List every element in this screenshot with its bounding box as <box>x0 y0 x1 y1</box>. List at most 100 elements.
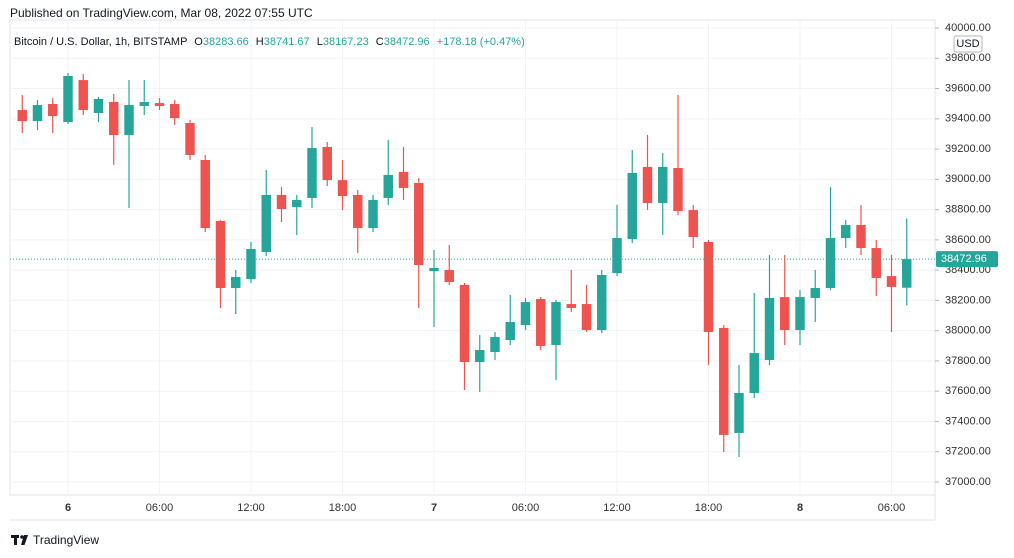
candle-body <box>444 269 454 282</box>
y-tick-label: 38800.00 <box>945 204 991 216</box>
legend: Bitcoin / U.S. Dollar, 1h, BITSTAMP O382… <box>14 36 525 48</box>
candle-body <box>78 80 88 111</box>
y-tick-label: 39600.00 <box>945 82 991 94</box>
last-price-label: 38472.96 <box>941 253 987 265</box>
candles <box>10 72 935 458</box>
candle-body <box>231 276 241 288</box>
y-tick-label: 40000.00 <box>945 22 991 34</box>
x-tick-label: 18:00 <box>695 502 723 514</box>
low-value: 38167.23 <box>323 36 369 48</box>
logo-slash <box>21 535 28 545</box>
x-tick-label: 12:00 <box>237 502 265 514</box>
candle-body <box>154 103 165 106</box>
candle-body <box>353 194 363 229</box>
candle-body <box>581 304 592 331</box>
candle-body <box>383 174 393 198</box>
high-label: H <box>256 36 264 48</box>
y-tick-label: 37200.00 <box>945 446 991 458</box>
candle-body <box>658 166 668 203</box>
x-tick-label: 06:00 <box>146 502 174 514</box>
y-tick-label: 39200.00 <box>945 143 991 155</box>
candle-body <box>886 276 897 287</box>
x-tick-label: 7 <box>431 502 437 514</box>
y-tick-label: 37800.00 <box>945 355 991 367</box>
y-tick-label: 38600.00 <box>945 234 991 246</box>
candle-body <box>520 302 531 326</box>
candle-body <box>856 225 866 249</box>
candle-body <box>795 297 805 331</box>
y-tick-label: 38200.00 <box>945 294 991 306</box>
candle-body <box>871 248 881 279</box>
candle-body <box>642 166 653 203</box>
candle-body <box>109 102 119 136</box>
candle-body <box>48 103 58 117</box>
candle-body <box>246 248 256 280</box>
currency: USD <box>956 38 979 50</box>
candle-body <box>337 180 348 196</box>
candle-body <box>627 172 637 239</box>
candle-body <box>841 225 851 239</box>
candle-body <box>215 220 226 288</box>
candle-body <box>719 327 729 435</box>
candle-body <box>673 167 683 211</box>
last-price-box <box>936 251 998 268</box>
candle-body <box>93 98 104 114</box>
candle-body <box>322 146 332 181</box>
candle-body <box>475 350 485 362</box>
candle-body <box>261 194 271 252</box>
candle-body <box>703 241 714 333</box>
x-tick-label: 6 <box>65 502 71 514</box>
candle-body <box>780 297 790 331</box>
x-tick-label: 12:00 <box>603 502 631 514</box>
candle-body <box>17 110 27 122</box>
candle-body <box>505 322 515 341</box>
candle-body <box>810 287 820 298</box>
published-note: Published on TradingView.com, Mar 08, 20… <box>10 6 313 20</box>
open-label: O <box>194 36 203 48</box>
brand: TradingView <box>33 533 99 547</box>
candle-body <box>825 238 836 288</box>
x-tick-label: 06:00 <box>878 502 906 514</box>
candle-body <box>398 171 409 188</box>
candle-body <box>124 105 134 136</box>
x-tick-label: 18:00 <box>329 502 357 514</box>
y-tick-label: 38000.00 <box>945 325 991 337</box>
candle-body <box>307 148 317 198</box>
low-label: L <box>317 36 323 48</box>
x-tick-label: 8 <box>797 502 803 514</box>
close-value: 38472.96 <box>384 36 430 48</box>
candle-body <box>414 182 424 265</box>
candle-body <box>185 123 195 155</box>
candle-body <box>429 268 439 272</box>
y-tick-label: 39800.00 <box>945 52 991 64</box>
y-tick-label: 37400.00 <box>945 415 991 427</box>
close-label: C <box>376 36 384 48</box>
logo-dot <box>20 535 24 539</box>
candle-body <box>612 238 622 274</box>
symbol: Bitcoin / U.S. Dollar, 1h, BITSTAMP <box>14 36 187 48</box>
open-value: 38283.66 <box>203 36 249 48</box>
candle-body <box>276 194 287 210</box>
high-value: 38741.67 <box>264 36 310 48</box>
candle-body <box>902 259 912 288</box>
y-tick-label: 37600.00 <box>945 385 991 397</box>
candle-body <box>688 210 698 237</box>
y-tick-label: 39400.00 <box>945 113 991 125</box>
x-tick-label: 06:00 <box>512 502 540 514</box>
candle-body <box>764 297 775 361</box>
candle-body <box>368 199 378 229</box>
candle-body <box>734 393 744 433</box>
candle-body <box>566 304 576 308</box>
brand-logo <box>11 535 28 545</box>
logo-stem <box>14 535 17 545</box>
candle-body <box>551 302 561 346</box>
candle-body <box>139 102 149 106</box>
candle-body <box>170 103 180 119</box>
candle-body <box>536 299 546 346</box>
change: +178.18 (+0.47%) <box>437 36 525 48</box>
candle-body <box>597 274 607 331</box>
candle-body <box>63 75 73 122</box>
y-tick-label: 37000.00 <box>945 476 991 488</box>
